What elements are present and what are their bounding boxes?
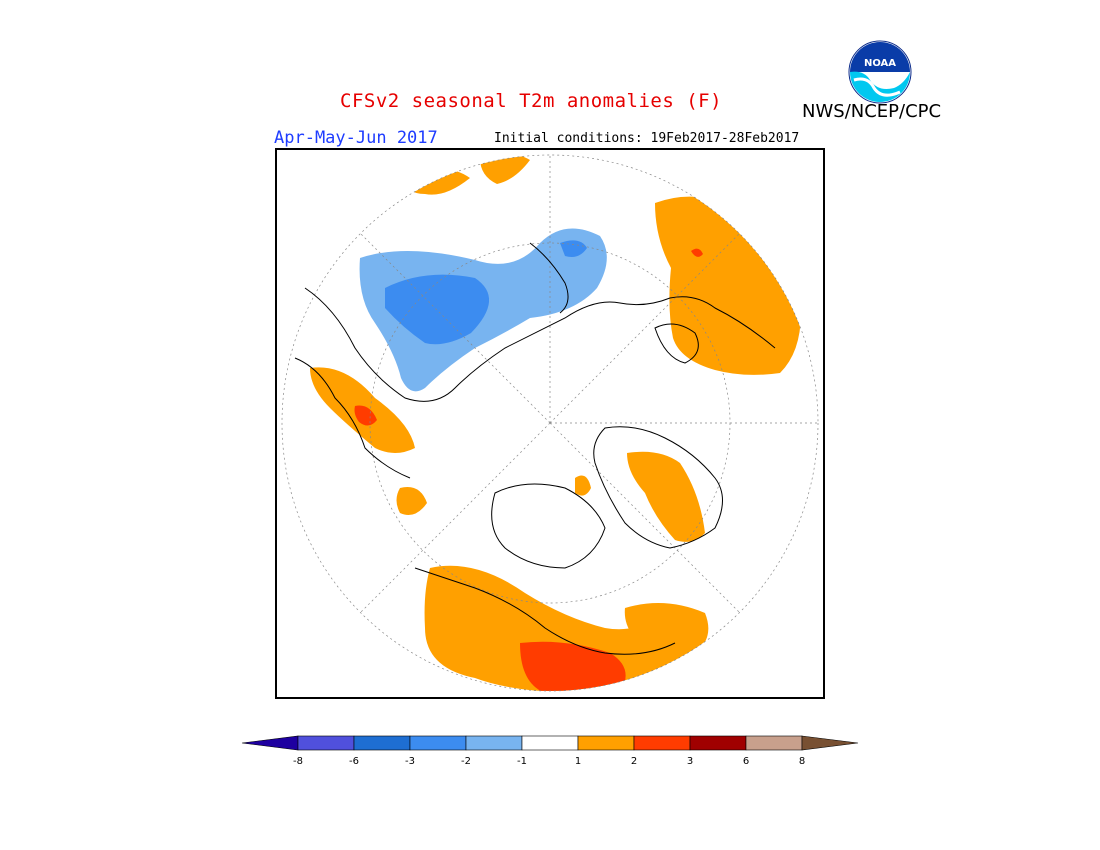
- legend-swatch: [745, 735, 803, 751]
- organization-label: NWS/NCEP/CPC: [802, 101, 942, 122]
- legend-swatch: [465, 735, 523, 751]
- legend-arrow-min: [241, 735, 299, 751]
- legend-arrow-max: [801, 735, 859, 751]
- legend-tick-label: -2: [461, 756, 471, 767]
- forecast-period: Apr-May-Jun 2017: [274, 128, 438, 148]
- legend-tick-label: -1: [517, 756, 527, 767]
- legend-tick-label: -3: [405, 756, 415, 767]
- graticule: [281, 154, 819, 692]
- hot-anomaly-north-america: [520, 641, 626, 691]
- map-title: CFSv2 seasonal T2m anomalies (F): [340, 90, 723, 112]
- warm-anomaly-core: [691, 248, 703, 257]
- legend-tick-label: -8: [293, 756, 303, 767]
- legend-swatch: [409, 735, 467, 751]
- warm-anomaly-greenland: [627, 451, 705, 542]
- legend-swatch: [297, 735, 355, 751]
- warm-anomaly-atlantic: [624, 603, 709, 655]
- strong-cool-anomaly: [385, 274, 490, 345]
- legend-tick-label: 2: [631, 756, 637, 767]
- legend-swatch: [353, 735, 411, 751]
- hot-anomaly-europe: [354, 405, 377, 426]
- anomaly-map: [275, 148, 825, 699]
- legend-swatch: [521, 735, 579, 751]
- legend-tick-label: -6: [349, 756, 359, 767]
- initial-conditions: Initial conditions: 19Feb2017-28Feb2017: [494, 131, 800, 146]
- warm-anomaly-north-america: [424, 565, 701, 691]
- legend-swatch: [633, 735, 691, 751]
- strong-cool-anomaly-east: [560, 240, 587, 257]
- legend-tick-label: 3: [687, 756, 693, 767]
- warm-spot-west: [396, 487, 427, 516]
- legend-swatch: [689, 735, 747, 751]
- legend-tick-label: 8: [799, 756, 805, 767]
- warm-spot-alaska: [575, 475, 591, 496]
- coastlines: [294, 242, 776, 655]
- color-legend: -8 -6 -3 -2 -1 1 2 3 6 8: [241, 735, 859, 767]
- noaa-logo: NOAA: [848, 40, 912, 104]
- legend-tick-label: 1: [575, 756, 581, 767]
- legend-swatch: [577, 735, 635, 751]
- svg-text:NOAA: NOAA: [864, 58, 896, 69]
- legend-tick-label: 6: [743, 756, 749, 767]
